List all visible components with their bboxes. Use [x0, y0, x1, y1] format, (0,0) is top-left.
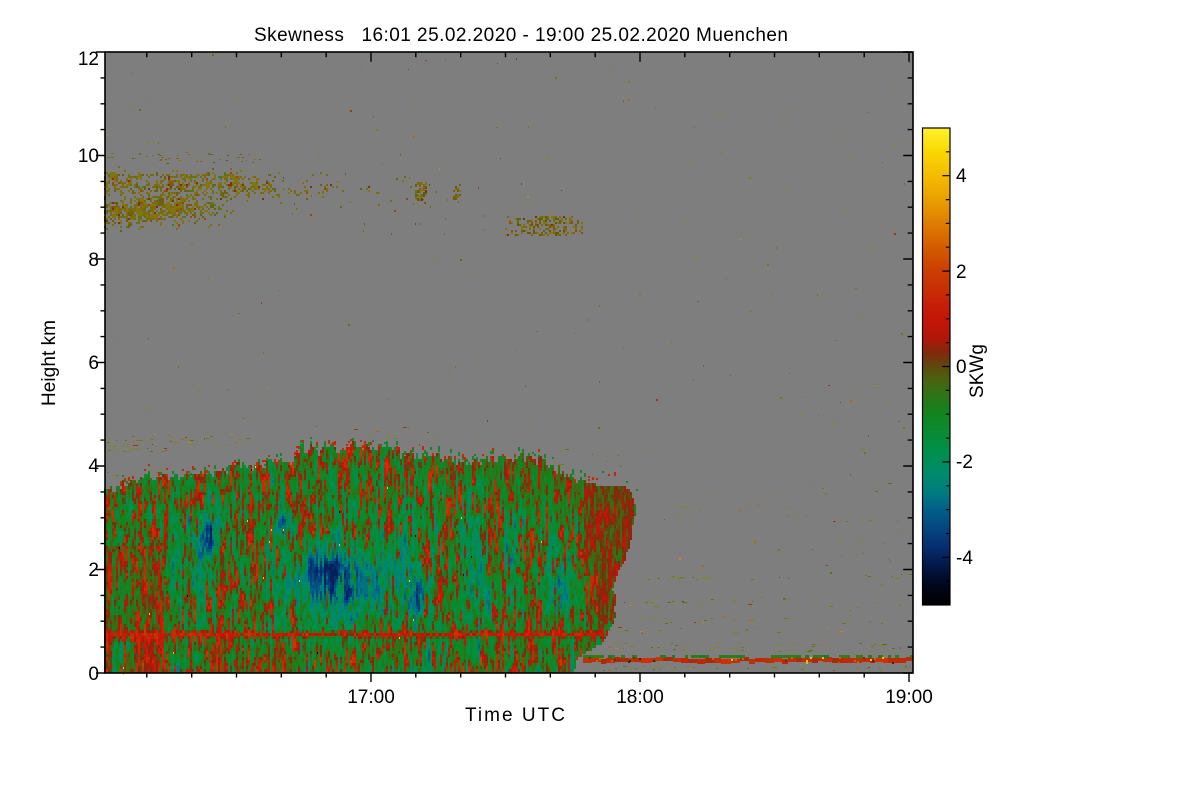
svg-text:2: 2: [956, 262, 967, 283]
svg-text:0: 0: [956, 357, 967, 378]
svg-text:Height km: Height km: [39, 320, 60, 406]
svg-text:-2: -2: [956, 452, 973, 473]
svg-text:0: 0: [88, 664, 99, 685]
svg-text:4: 4: [88, 456, 99, 477]
svg-text:-4: -4: [956, 548, 973, 569]
svg-text:6: 6: [88, 353, 99, 374]
svg-text:4: 4: [956, 166, 967, 187]
svg-text:8: 8: [88, 250, 99, 271]
svg-text:SKWg: SKWg: [967, 344, 988, 398]
svg-text:17:00: 17:00: [347, 687, 395, 708]
svg-text:19:00: 19:00: [885, 687, 933, 708]
svg-text:12: 12: [78, 49, 99, 70]
svg-text:Time UTC: Time UTC: [465, 705, 565, 726]
svg-text:2: 2: [88, 560, 99, 581]
svg-text:Skewness 16:01 25.02.2020 -: Skewness 16:01 25.02.2020 - 19:00 25.02.…: [254, 25, 788, 46]
svg-text:10: 10: [78, 146, 99, 167]
svg-text:18:00: 18:00: [616, 687, 664, 708]
